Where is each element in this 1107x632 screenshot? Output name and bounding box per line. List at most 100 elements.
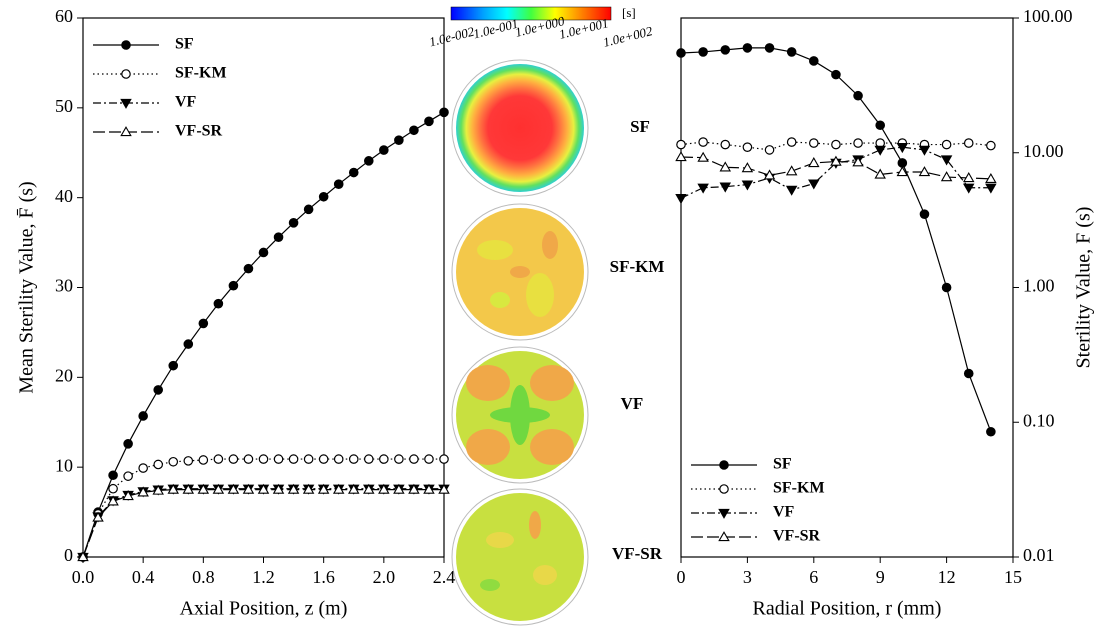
marker: [123, 439, 133, 449]
marker: [785, 185, 798, 196]
marker: [409, 125, 419, 136]
marker: [318, 191, 329, 202]
marker: [720, 139, 731, 150]
marker: [720, 45, 731, 55]
series-line: [680, 47, 992, 432]
marker: [394, 135, 404, 145]
x-axis-label: Radial Position, r (mm): [753, 598, 942, 620]
plot-frame: [680, 17, 1014, 558]
legend-marker: [719, 484, 729, 494]
marker: [408, 483, 420, 494]
marker: [918, 145, 931, 156]
series-line: [82, 488, 444, 558]
y-tick-label: 100.00: [1023, 6, 1073, 26]
x-axis-label: Axial Position, z (m): [180, 598, 348, 620]
marker: [785, 165, 798, 176]
y-tick-label: 20: [55, 365, 73, 385]
series: [78, 454, 449, 562]
marker: [985, 172, 997, 184]
marker: [852, 156, 864, 167]
marker: [409, 454, 419, 464]
series: [676, 137, 996, 155]
marker: [741, 162, 754, 173]
contour-map: [451, 203, 589, 341]
marker: [379, 145, 389, 155]
marker: [333, 179, 344, 189]
marker: [808, 56, 819, 66]
legend-marker: [120, 98, 132, 109]
y-axis-label: Mean Sterility Value, F̄ (s): [16, 181, 38, 393]
marker: [874, 168, 886, 179]
marker: [897, 158, 908, 168]
x-tick-label: 15: [1004, 567, 1022, 587]
marker: [348, 454, 359, 464]
marker: [108, 470, 118, 481]
marker: [394, 454, 404, 464]
series: [676, 43, 996, 437]
marker: [243, 454, 254, 464]
colorbar: [450, 6, 612, 21]
marker: [303, 204, 314, 215]
marker: [808, 138, 819, 148]
x-tick-label: 2.4: [433, 567, 456, 587]
marker: [962, 172, 975, 183]
marker: [896, 143, 909, 154]
marker: [438, 483, 450, 494]
marker: [272, 483, 285, 494]
marker: [303, 454, 314, 464]
x-tick-label: 12: [938, 567, 956, 587]
colorbar-unit: [s]: [622, 5, 636, 20]
marker: [875, 120, 885, 131]
marker: [986, 426, 996, 437]
marker: [424, 116, 434, 127]
marker: [92, 511, 104, 522]
y-tick-label: 50: [55, 96, 73, 116]
marker: [212, 483, 225, 494]
marker: [963, 138, 974, 148]
marker: [257, 483, 270, 494]
marker: [243, 263, 254, 274]
series: [77, 483, 450, 562]
plot-frame: [82, 17, 445, 558]
x-tick-label: 1.6: [312, 567, 335, 587]
marker: [288, 218, 299, 228]
y-tick-label: 0.01: [1023, 545, 1055, 565]
marker: [940, 171, 953, 182]
marker: [138, 411, 148, 421]
marker: [393, 483, 405, 494]
marker: [122, 490, 134, 501]
marker: [719, 182, 732, 193]
y-tick-label: 40: [55, 186, 73, 206]
marker: [742, 142, 753, 152]
series: [77, 484, 450, 563]
marker: [424, 454, 434, 464]
marker: [919, 209, 930, 219]
marker: [287, 483, 300, 494]
marker: [152, 484, 164, 495]
marker: [318, 454, 329, 464]
marker: [423, 483, 435, 494]
series: [675, 151, 997, 184]
marker: [288, 454, 299, 464]
marker: [853, 138, 863, 148]
marker: [675, 194, 687, 205]
map-label: SF: [630, 117, 650, 136]
marker: [197, 483, 210, 494]
map-label: VF-SR: [612, 544, 663, 563]
marker: [874, 145, 886, 156]
y-tick-label: 10: [55, 455, 73, 475]
marker: [363, 454, 374, 464]
marker: [258, 247, 269, 258]
marker: [941, 139, 952, 150]
x-tick-label: 3: [743, 567, 752, 587]
x-tick-label: 2.0: [373, 567, 396, 587]
marker: [986, 140, 996, 151]
contour-map: [451, 346, 589, 484]
legend-label: VF-SR: [773, 528, 821, 545]
marker: [363, 156, 374, 166]
marker: [439, 454, 449, 464]
x-tick-label: 0.0: [72, 567, 95, 587]
marker: [168, 360, 179, 371]
marker: [317, 483, 330, 494]
colorbar-tick-label: 1.0e+002: [601, 23, 654, 50]
